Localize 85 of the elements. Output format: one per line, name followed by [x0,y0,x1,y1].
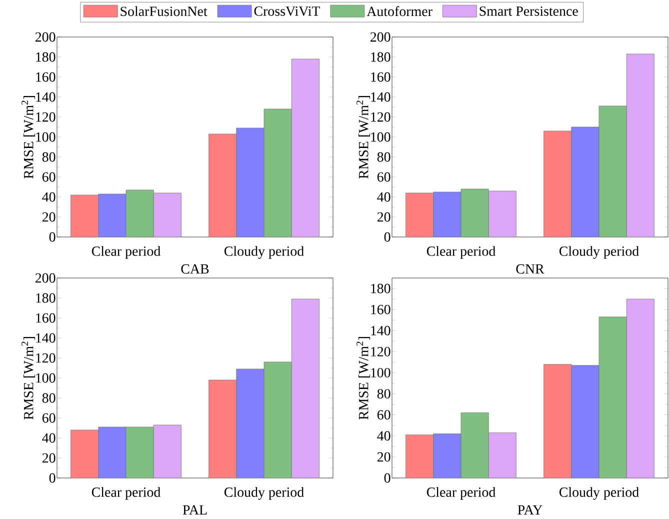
x-tick-label: Cloudy period [224,246,304,259]
bar [291,298,320,478]
y-tick-label: 200 [370,32,390,42]
y-tick-label: 180 [371,284,390,294]
bar [98,194,126,237]
bar [208,380,237,478]
bar [626,298,654,478]
y-tick-label: 60 [377,172,390,182]
bar [460,412,489,478]
bar [571,365,600,478]
y-tick-label: 20 [42,453,56,463]
y-tick-label: 40 [42,192,56,202]
x-tick-label: Clear period [92,246,161,259]
y-tick-label: 140 [371,92,390,102]
x-axis-title: PAY [518,505,542,514]
y-axis-title: RMSE [W/m$^{2}$] [356,96,370,179]
y-tick-label: 120 [371,346,390,356]
y-tick-label: 40 [377,192,390,202]
x-tick-label: Clear period [92,487,161,500]
y-axis-title: RMSE [W/m$^{2}$] [356,336,370,420]
bar [598,106,627,237]
y-tick-label: 120 [371,112,390,122]
legend-label: Smart Persistence [480,6,578,16]
x-tick-label: Cloudy period [559,487,639,500]
y-tick-label: 200 [35,273,56,283]
y-tick-label: 140 [371,326,390,336]
y-tick-label: 0 [384,473,390,483]
legend-label: Autoformer [366,6,432,16]
y-tick-label: 80 [377,152,390,162]
y-tick-label: 0 [49,232,56,242]
bar [126,426,154,478]
bar [264,108,292,237]
y-tick-label: 20 [377,452,390,462]
y-tick-label: 120 [36,353,56,363]
bar [70,430,99,478]
bar [488,432,516,478]
x-tick-label: Clear period [426,246,496,259]
y-tick-label: 100 [36,373,56,383]
y-tick-label: 140 [36,333,56,343]
bar [406,434,434,478]
y-tick-label: 40 [377,431,390,441]
y-tick-label: 160 [371,304,390,314]
bar [264,362,292,478]
y-tick-label: 160 [371,72,390,82]
y-tick-label: 20 [42,212,56,222]
y-tick-label: 180 [36,293,56,303]
y-tick-label: 120 [36,112,56,122]
y-tick-label: 160 [36,313,56,323]
bar [460,188,489,237]
bar [153,424,182,478]
x-axis-title: CNR [516,264,544,274]
y-tick-label: 60 [42,413,56,423]
y-tick-label: 0 [49,473,56,483]
legend-label: CrossViViT [254,6,320,16]
y-tick-label: 80 [377,389,390,398]
bar [236,128,264,237]
y-tick-label: 60 [377,410,390,420]
x-tick-label: Cloudy period [224,487,304,500]
y-tick-label: 100 [371,132,390,142]
y-axis-title: RMSE [W/m$^{2}$] [22,336,36,420]
y-tick-label: 20 [377,212,390,222]
y-tick-label: 100 [371,368,390,378]
y-tick-label: 180 [36,52,56,62]
x-axis-title: PAL [182,505,207,514]
y-tick-label: 0 [384,232,390,242]
y-tick-label: 40 [42,433,56,443]
y-tick-label: 200 [35,32,56,42]
y-tick-label: 80 [42,393,56,403]
x-axis-title: CAB [181,264,209,274]
bar [433,434,462,478]
legend-label: SolarFusionNet [120,6,208,16]
bar [236,368,264,478]
x-tick-label: Cloudy period [559,246,639,259]
bar [126,190,154,237]
bar [544,364,572,478]
y-tick-label: 100 [36,132,56,142]
y-tick-label: 180 [371,52,390,62]
y-tick-label: 80 [42,152,56,162]
bar [98,426,126,478]
y-axis-title: RMSE [W/m$^{2}$] [22,96,36,179]
y-tick-label: 140 [36,92,56,102]
y-tick-label: 160 [36,72,56,82]
bar [598,316,627,478]
x-tick-label: Clear period [426,487,496,500]
y-tick-label: 60 [42,172,56,182]
